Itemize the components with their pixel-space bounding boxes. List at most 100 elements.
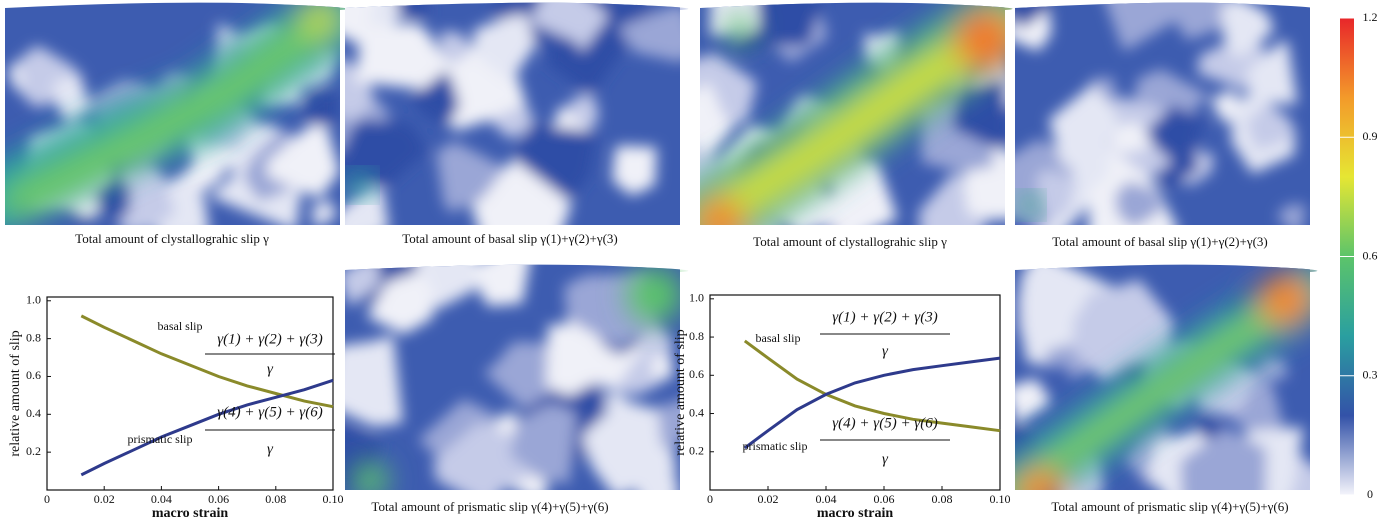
grain xyxy=(1146,105,1206,166)
x-tick-label: 0.02 xyxy=(758,492,779,506)
y-axis-label: relative amount of slip xyxy=(673,329,688,455)
grain xyxy=(632,466,680,490)
hot-spot xyxy=(627,267,683,323)
hot-spot xyxy=(1018,193,1042,217)
series-label: prismatic slip xyxy=(128,432,193,446)
colorbar-tick-label: 0 xyxy=(1367,487,1373,501)
grain xyxy=(1035,169,1078,219)
y-tick-label: 1.0 xyxy=(26,293,41,307)
x-tick-label: 0.06 xyxy=(874,492,895,506)
formula-denominator: γ xyxy=(882,451,889,467)
grain xyxy=(345,264,380,307)
caption: Total amount of prismatic slip γ(4)+γ(5)… xyxy=(371,499,608,514)
x-tick-label: 0.06 xyxy=(208,492,229,506)
grain xyxy=(1109,122,1152,153)
grain xyxy=(612,145,657,196)
colorbar-tick-label: 0.9 xyxy=(1363,129,1378,143)
grain xyxy=(433,421,513,490)
hot-spot xyxy=(955,10,1013,70)
x-axis-label: macro strain xyxy=(817,506,894,519)
x-tick-label: 0.10 xyxy=(990,492,1011,506)
grain xyxy=(396,2,429,20)
formula-numerator: γ(1) + γ(2) + γ(3) xyxy=(217,331,322,347)
x-tick-label: 0.02 xyxy=(94,492,115,506)
grain xyxy=(345,119,428,186)
formula-denominator: γ xyxy=(882,343,889,359)
caption: Total amount of clystallograhic slip γ xyxy=(75,231,269,246)
formula-denominator: γ xyxy=(267,361,274,377)
y-tick-label: 0.8 xyxy=(26,330,41,344)
caption: Total amount of basal slip γ(1)+γ(2)+γ(3… xyxy=(1052,234,1267,249)
blobs xyxy=(1015,2,1306,225)
heatmap xyxy=(5,2,349,225)
grain xyxy=(1066,119,1111,193)
grain xyxy=(311,199,338,225)
y-tick-label: 0.2 xyxy=(689,444,704,458)
grain xyxy=(952,78,1011,150)
grain xyxy=(1162,2,1233,41)
grain xyxy=(1114,181,1164,225)
grain xyxy=(510,121,598,200)
series-line xyxy=(80,378,334,477)
y-tick-label: 0.8 xyxy=(689,329,704,343)
y-axis-label: relative amount of slip xyxy=(8,330,23,456)
y-tick-label: 0.6 xyxy=(26,368,41,382)
formula-numerator: γ(1) + γ(2) + γ(3) xyxy=(832,309,937,325)
grain xyxy=(546,324,609,397)
x-tick-label: 0 xyxy=(707,492,713,506)
grain xyxy=(435,141,509,213)
formula-numerator: γ(4) + γ(5) + γ(6) xyxy=(832,415,937,431)
grain xyxy=(1245,102,1292,152)
caption: Total amount of clystallograhic slip γ xyxy=(753,234,947,249)
grain xyxy=(1220,2,1275,60)
series-label: prismatic slip xyxy=(743,439,808,453)
x-tick-label: 0.08 xyxy=(932,492,953,506)
hot-spot xyxy=(300,2,340,40)
y-tick-label: 0.4 xyxy=(689,405,704,419)
y-tick-label: 0.2 xyxy=(26,444,41,458)
grain xyxy=(471,264,532,307)
grain xyxy=(92,169,131,220)
x-tick-label: 0.04 xyxy=(151,492,172,506)
heatmap xyxy=(1015,264,1318,490)
heatmap xyxy=(345,2,689,225)
grain xyxy=(182,153,224,192)
x-tick-label: 0 xyxy=(44,492,50,506)
heatmap xyxy=(700,2,1013,225)
y-tick-label: 0.6 xyxy=(689,367,704,381)
heatmap xyxy=(1015,2,1310,225)
x-tick-label: 0.08 xyxy=(265,492,286,506)
series-line xyxy=(743,356,1001,450)
grain xyxy=(831,158,898,225)
grain xyxy=(651,355,673,380)
grain xyxy=(529,2,610,53)
grain xyxy=(1072,288,1165,383)
grain xyxy=(740,2,825,55)
grain xyxy=(1015,378,1051,424)
band xyxy=(346,171,374,199)
grain xyxy=(1099,2,1200,51)
x-tick-label: 0.04 xyxy=(816,492,837,506)
colorbar-tick-label: 0.3 xyxy=(1363,368,1378,382)
grain xyxy=(700,81,735,156)
grain xyxy=(1275,204,1306,225)
plot-frame xyxy=(709,294,1001,491)
grain xyxy=(473,13,536,83)
band xyxy=(1018,193,1042,217)
grain xyxy=(345,2,378,45)
blobs xyxy=(345,2,689,225)
hot-spot xyxy=(352,462,388,490)
y-tick-label: 1.0 xyxy=(689,291,704,305)
x-tick-label: 0.10 xyxy=(323,492,344,506)
blobs xyxy=(1015,264,1318,490)
grain xyxy=(267,125,340,199)
grain xyxy=(605,391,629,419)
grain xyxy=(489,107,535,139)
grain xyxy=(569,93,598,126)
plot-frame xyxy=(46,296,334,491)
grain xyxy=(700,53,758,131)
grain xyxy=(355,23,451,90)
formula-numerator: γ(4) + γ(5) + γ(6) xyxy=(217,404,322,420)
band xyxy=(1015,264,1318,490)
